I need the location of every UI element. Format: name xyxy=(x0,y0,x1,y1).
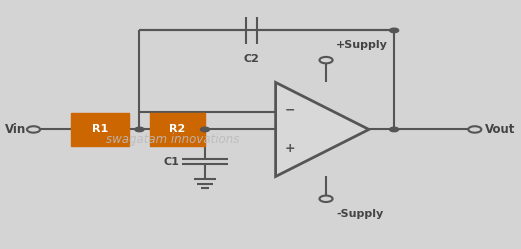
Circle shape xyxy=(135,127,144,132)
Text: Vout: Vout xyxy=(485,123,515,136)
Circle shape xyxy=(319,57,332,63)
Text: R1: R1 xyxy=(92,124,108,134)
Text: R2: R2 xyxy=(169,124,185,134)
Text: +: + xyxy=(284,142,295,155)
Polygon shape xyxy=(276,82,369,177)
Circle shape xyxy=(27,126,40,133)
Text: swagatam innovations: swagatam innovations xyxy=(106,133,239,146)
Text: −: − xyxy=(284,104,295,117)
Circle shape xyxy=(468,126,481,133)
Circle shape xyxy=(390,28,399,33)
Circle shape xyxy=(319,195,332,202)
FancyBboxPatch shape xyxy=(150,113,205,146)
Circle shape xyxy=(201,127,209,132)
Text: Vin: Vin xyxy=(5,123,26,136)
Text: C2: C2 xyxy=(244,54,259,64)
Text: C1: C1 xyxy=(164,157,180,167)
Text: -Supply: -Supply xyxy=(336,209,383,219)
Text: +Supply: +Supply xyxy=(336,40,388,50)
FancyBboxPatch shape xyxy=(71,113,129,146)
Circle shape xyxy=(390,127,399,132)
